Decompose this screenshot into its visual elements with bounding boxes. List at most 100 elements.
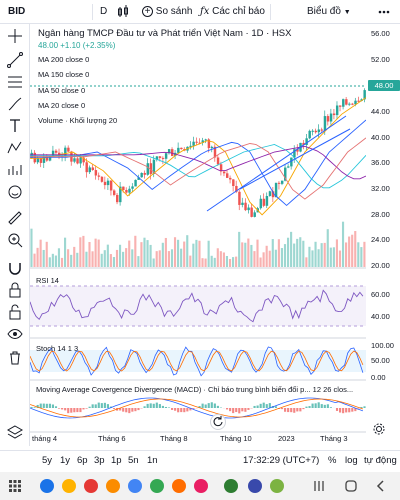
macd-histogram-bar [137,408,140,411]
price-scale[interactable]: 56.00 52.00 48.00 44.00 40.00 36.00 32.0… [366,24,400,446]
volume-bar [54,255,57,267]
lock-icon[interactable] [5,280,25,300]
macd-histogram-bar [57,408,61,409]
macd-histogram-bar [167,407,171,408]
news-app-icon[interactable] [84,479,98,493]
top-toolbar: BID D + So sánh ƒx Các chỉ báo Biểu đồ ▼ [0,0,400,24]
range-5n[interactable]: 5n [128,455,139,466]
ma20-legend[interactable]: MA 20 close 0 [38,101,86,110]
log-toggle[interactable]: log [345,455,358,466]
email-app-icon[interactable] [62,479,76,493]
candle-body [332,113,336,116]
candle-body [45,156,49,161]
ruler-icon[interactable] [5,208,25,228]
prediction-icon[interactable] [5,160,25,180]
stoch-tick: 0.00 [371,373,386,382]
candle-body [277,182,281,184]
compare-button[interactable]: + So sánh [142,0,194,24]
time-axis[interactable]: tháng 4 Tháng 6 Tháng 8 Tháng 10 2023 Th… [30,432,366,446]
maps-app-icon[interactable] [150,479,164,493]
range-5y[interactable]: 5y [42,455,53,466]
trend-line-icon[interactable] [5,50,25,70]
candle-body [137,177,140,180]
range-1p[interactable]: 1p [111,455,122,466]
range-6p[interactable]: 6p [77,455,88,466]
brush-icon[interactable] [5,94,25,114]
android-app-icon[interactable] [270,479,284,493]
trash-icon[interactable] [5,348,25,368]
volume-bar [155,251,158,267]
range-bar: 5y 1y 6p 3p 1p 5n 1n 17:32:29 (UTC+7) % … [0,450,400,472]
chart-type-button[interactable]: Biểu đồ ▼ [307,0,351,24]
launcher-app-icon[interactable] [248,479,262,493]
candle-body [320,129,324,131]
home-icon[interactable] [344,479,358,493]
more-icon[interactable] [376,0,396,24]
play-store-app-icon[interactable] [224,479,238,493]
macd-histogram-bar [290,408,293,413]
indicators-button[interactable]: ƒx Các chỉ báo [200,0,266,24]
fib-retracement-icon[interactable] [5,72,25,92]
text-icon[interactable] [5,116,25,136]
recent-apps-icon[interactable] [312,479,326,493]
macd-histogram-bar [45,403,48,408]
chrome-app-icon[interactable] [128,479,142,493]
percent-toggle[interactable]: % [328,455,337,466]
range-1y[interactable]: 1y [60,455,71,466]
app-grid-icon[interactable] [8,479,22,493]
volume-bar [51,253,54,267]
range-1n[interactable]: 1n [147,455,158,466]
volume-bar [222,252,225,267]
rsi-legend[interactable]: RSI 14 [36,276,59,285]
stoch-legend[interactable]: Stoch 14 1 3 [36,344,79,353]
eye-icon[interactable] [5,324,25,344]
ma200-line [30,145,366,180]
reset-chart-button[interactable] [210,414,226,430]
macd-histogram-bar [177,408,180,413]
candle-body [36,158,40,163]
settings-gear-icon[interactable] [372,422,386,436]
smiley-icon[interactable] [5,182,25,202]
back-icon[interactable] [374,479,388,493]
trend-line [206,115,347,212]
add-circle-icon: + [142,5,153,17]
lock-drawings-icon[interactable] [5,302,25,322]
symbol-button[interactable]: BID [8,0,36,24]
candles-icon[interactable] [116,0,132,24]
video-app-icon[interactable] [194,479,208,493]
tiktok-app-icon[interactable] [172,479,186,493]
chart-area[interactable]: Ngân hàng TMCP Đầu tư và Phát triển Việt… [30,24,366,446]
candle-body [235,185,238,192]
candle-body [88,167,91,173]
macd-histogram-bar [238,408,241,414]
macd-histogram-bar [112,408,116,409]
candle-body [39,158,43,163]
volume-legend[interactable]: Volume · Khối lượng 20 [38,116,118,125]
auto-toggle[interactable]: tự động [364,455,397,466]
candle-body [250,207,253,217]
clock[interactable]: 17:32:29 (UTC+7) [243,455,320,466]
macd-histogram-bar [351,408,354,412]
macd-histogram-bar [225,408,229,410]
macd-histogram-bar [280,408,284,410]
crosshair-icon[interactable] [5,26,25,46]
macd-legend[interactable]: Moving Average Covergence Divergence (MA… [36,385,354,394]
volume-bar [109,254,112,267]
ma200-legend[interactable]: MA 200 close 0 [38,55,90,64]
brave-app-icon[interactable] [106,479,120,493]
zoom-in-icon[interactable] [5,230,25,250]
price-chart-canvas[interactable] [30,24,366,446]
volume-bar [363,241,366,267]
candle-body [180,147,183,150]
interval-button[interactable]: D [100,6,108,17]
pattern-icon[interactable] [5,138,25,158]
magnet-icon[interactable] [5,258,25,278]
range-3p[interactable]: 3p [94,455,105,466]
macd-histogram-bar [241,408,244,412]
ma150-legend[interactable]: MA 150 close 0 [38,70,90,79]
layers-icon[interactable] [5,422,25,442]
candle-body [198,142,201,144]
ma50-legend[interactable]: MA 50 close 0 [38,86,86,95]
messages-app-icon[interactable] [40,479,54,493]
ma50-line [30,119,366,207]
